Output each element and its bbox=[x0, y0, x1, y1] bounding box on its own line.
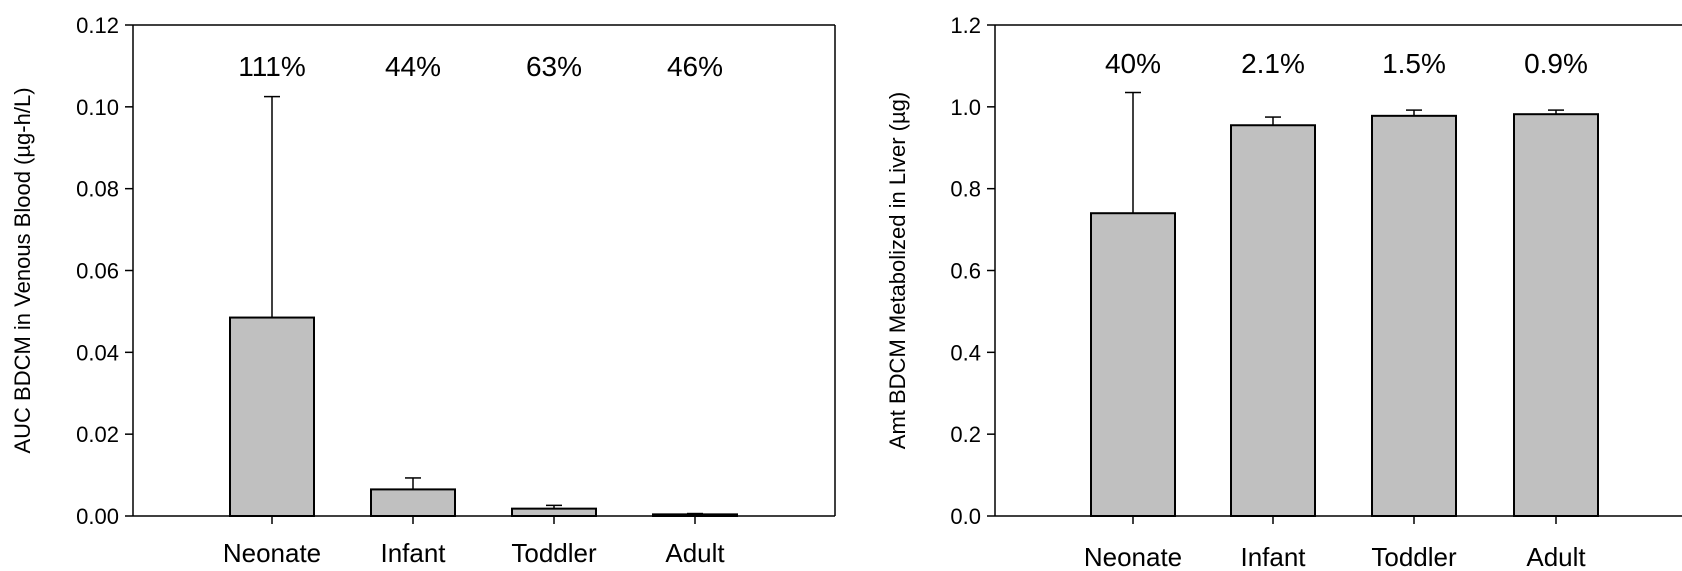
y-tick-label: 1.0 bbox=[950, 95, 981, 120]
bar-infant bbox=[370, 488, 456, 518]
x-tick-label: Adult bbox=[665, 538, 725, 568]
x-tick-label: Neonate bbox=[1084, 542, 1182, 571]
y-tick-label: 0.02 bbox=[76, 422, 119, 447]
bar-infant bbox=[1230, 124, 1316, 518]
cv-annotation: 1.5% bbox=[1382, 48, 1446, 79]
bar-adult bbox=[652, 513, 738, 518]
bar-neonate bbox=[229, 316, 315, 517]
cv-annotation: 111% bbox=[238, 51, 305, 82]
y-tick-label: 1.2 bbox=[950, 13, 981, 38]
y-tick-label: 0.08 bbox=[76, 177, 119, 202]
right-chart: 0.0 0.2 0.4 0.6 0.8 1.0 1.2 Amt BDCM Metabolize… bbox=[885, 13, 1682, 571]
y-tick-label: 0.8 bbox=[950, 177, 981, 202]
x-tick-label: Toddler bbox=[511, 538, 597, 568]
bar-neonate bbox=[1090, 212, 1176, 517]
bar-toddler bbox=[511, 507, 597, 518]
y-tick-label: 0.4 bbox=[950, 340, 981, 365]
y-tick-label: 0.2 bbox=[950, 422, 981, 447]
y-tick-label: 0.04 bbox=[76, 340, 119, 365]
bar-adult bbox=[1513, 113, 1599, 517]
left-chart: 0.00 0.02 0.04 0.06 0.08 0.10 0.12 AUC BDCM in … bbox=[10, 13, 836, 568]
x-tick-label: Infant bbox=[380, 538, 446, 568]
y-tick-label: 0.00 bbox=[76, 504, 119, 529]
cv-annotation: 40% bbox=[1105, 48, 1161, 79]
y-axis-title: AUC BDCM in Venous Blood (µg-h/L) bbox=[10, 87, 35, 453]
cv-annotation: 0.9% bbox=[1524, 48, 1588, 79]
y-tick-label: 0.12 bbox=[76, 13, 119, 38]
y-tick-label: 0.06 bbox=[76, 259, 119, 284]
cv-annotation: 46% bbox=[667, 51, 723, 82]
x-tick-label: Toddler bbox=[1371, 542, 1457, 571]
y-tick-label: 0.6 bbox=[950, 259, 981, 284]
cv-annotation: 44% bbox=[385, 51, 441, 82]
bar-toddler bbox=[1371, 114, 1457, 518]
x-tick-label: Infant bbox=[1240, 542, 1306, 571]
y-axis-title: Amt BDCM Metabolized in Liver (µg) bbox=[885, 92, 910, 449]
x-tick-label: Adult bbox=[1526, 542, 1586, 571]
y-tick-label: 0.10 bbox=[76, 95, 119, 120]
cv-annotation: 63% bbox=[526, 51, 582, 82]
cv-annotation: 2.1% bbox=[1241, 48, 1305, 79]
x-tick-label: Neonate bbox=[223, 538, 321, 568]
y-tick-label: 0.0 bbox=[950, 504, 981, 529]
